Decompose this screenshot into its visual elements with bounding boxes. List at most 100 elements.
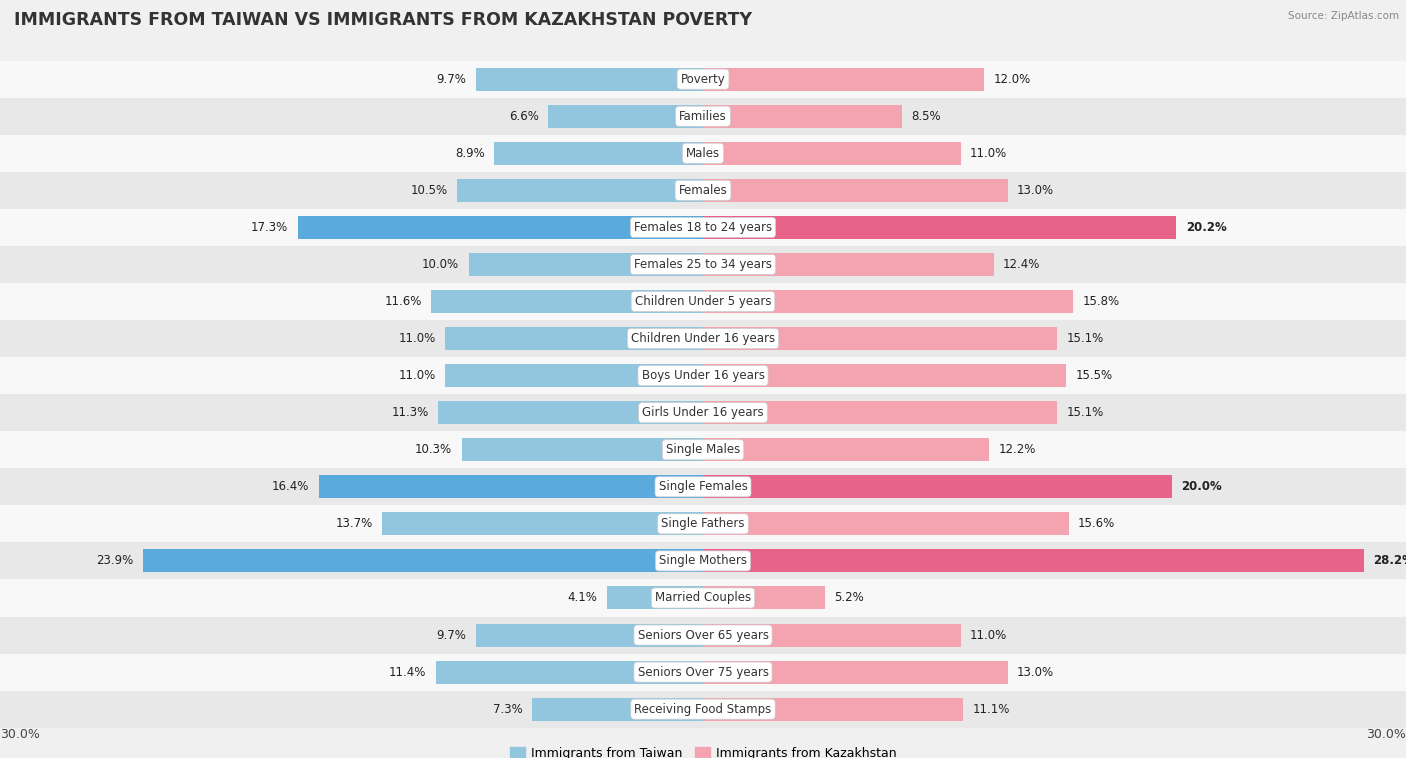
Text: 13.7%: 13.7%	[336, 518, 373, 531]
Text: 16.4%: 16.4%	[271, 481, 309, 493]
Text: 30.0%: 30.0%	[1367, 728, 1406, 741]
Bar	[0, 579, 1406, 616]
Text: Poverty: Poverty	[681, 73, 725, 86]
Bar	[0, 98, 1406, 135]
Text: 11.0%: 11.0%	[399, 332, 436, 345]
Bar	[703, 364, 1066, 387]
Bar	[703, 105, 903, 127]
Text: 8.9%: 8.9%	[456, 147, 485, 160]
Text: Seniors Over 75 years: Seniors Over 75 years	[637, 666, 769, 678]
Bar	[703, 438, 988, 461]
Text: 15.1%: 15.1%	[1066, 406, 1104, 419]
Text: 23.9%: 23.9%	[97, 554, 134, 568]
Bar	[439, 401, 703, 424]
Bar	[703, 661, 1008, 684]
Text: 5.2%: 5.2%	[834, 591, 863, 604]
Bar	[531, 697, 703, 721]
Text: 28.2%: 28.2%	[1374, 554, 1406, 568]
Text: Single Females: Single Females	[658, 481, 748, 493]
Bar	[0, 61, 1406, 98]
Text: 20.2%: 20.2%	[1185, 221, 1226, 234]
Bar	[703, 216, 1177, 239]
Bar	[703, 142, 960, 164]
Bar	[0, 653, 1406, 691]
Bar	[457, 179, 703, 202]
Text: 10.5%: 10.5%	[411, 184, 447, 197]
Text: 11.0%: 11.0%	[970, 147, 1007, 160]
Bar	[703, 624, 960, 647]
Bar	[446, 364, 703, 387]
Bar	[0, 616, 1406, 653]
Bar	[0, 172, 1406, 209]
Bar	[0, 506, 1406, 543]
Text: 7.3%: 7.3%	[494, 703, 523, 716]
Text: Receiving Food Stamps: Receiving Food Stamps	[634, 703, 772, 716]
Bar	[0, 209, 1406, 246]
Bar	[468, 253, 703, 276]
Bar	[548, 105, 703, 127]
Text: 11.1%: 11.1%	[973, 703, 1010, 716]
Text: Girls Under 16 years: Girls Under 16 years	[643, 406, 763, 419]
Bar	[703, 550, 1364, 572]
Bar	[703, 179, 1008, 202]
Text: 15.5%: 15.5%	[1076, 369, 1112, 382]
Bar	[446, 327, 703, 350]
Text: Single Fathers: Single Fathers	[661, 518, 745, 531]
Text: Married Couples: Married Couples	[655, 591, 751, 604]
Text: Males: Males	[686, 147, 720, 160]
Bar	[0, 394, 1406, 431]
Text: 6.6%: 6.6%	[509, 110, 538, 123]
Text: Boys Under 16 years: Boys Under 16 years	[641, 369, 765, 382]
Text: 12.0%: 12.0%	[994, 73, 1031, 86]
Bar	[475, 624, 703, 647]
Bar	[0, 283, 1406, 320]
Bar	[143, 550, 703, 572]
Text: Females: Females	[679, 184, 727, 197]
Text: 17.3%: 17.3%	[252, 221, 288, 234]
Bar	[0, 135, 1406, 172]
Text: 11.0%: 11.0%	[970, 628, 1007, 641]
Text: 13.0%: 13.0%	[1017, 184, 1054, 197]
Bar	[703, 401, 1057, 424]
Text: Seniors Over 65 years: Seniors Over 65 years	[637, 628, 769, 641]
Text: Single Males: Single Males	[666, 443, 740, 456]
Bar	[0, 691, 1406, 728]
Bar	[703, 290, 1073, 313]
Bar	[495, 142, 703, 164]
Text: 11.4%: 11.4%	[389, 666, 426, 678]
Text: Source: ZipAtlas.com: Source: ZipAtlas.com	[1288, 11, 1399, 21]
Bar	[703, 587, 825, 609]
Bar	[0, 431, 1406, 468]
Bar	[703, 253, 994, 276]
Bar	[432, 290, 703, 313]
Text: 9.7%: 9.7%	[436, 73, 467, 86]
Text: 11.3%: 11.3%	[392, 406, 429, 419]
Text: 11.6%: 11.6%	[384, 295, 422, 308]
Text: 20.0%: 20.0%	[1181, 481, 1222, 493]
Text: 9.7%: 9.7%	[436, 628, 467, 641]
Bar	[703, 327, 1057, 350]
Bar	[0, 320, 1406, 357]
Bar	[475, 67, 703, 91]
Bar	[461, 438, 703, 461]
Bar	[607, 587, 703, 609]
Text: 30.0%: 30.0%	[0, 728, 39, 741]
Text: 11.0%: 11.0%	[399, 369, 436, 382]
Bar	[319, 475, 703, 498]
Text: Females 18 to 24 years: Females 18 to 24 years	[634, 221, 772, 234]
Bar	[703, 512, 1069, 535]
Bar	[703, 697, 963, 721]
Bar	[0, 246, 1406, 283]
Text: 15.6%: 15.6%	[1078, 518, 1115, 531]
Text: Children Under 16 years: Children Under 16 years	[631, 332, 775, 345]
Text: 13.0%: 13.0%	[1017, 666, 1054, 678]
Legend: Immigrants from Taiwan, Immigrants from Kazakhstan: Immigrants from Taiwan, Immigrants from …	[505, 742, 901, 758]
Text: 4.1%: 4.1%	[568, 591, 598, 604]
Bar	[0, 357, 1406, 394]
Text: 15.1%: 15.1%	[1066, 332, 1104, 345]
Text: 8.5%: 8.5%	[911, 110, 941, 123]
Bar	[298, 216, 703, 239]
Text: 10.0%: 10.0%	[422, 258, 460, 271]
Text: Single Mothers: Single Mothers	[659, 554, 747, 568]
Bar	[703, 475, 1171, 498]
